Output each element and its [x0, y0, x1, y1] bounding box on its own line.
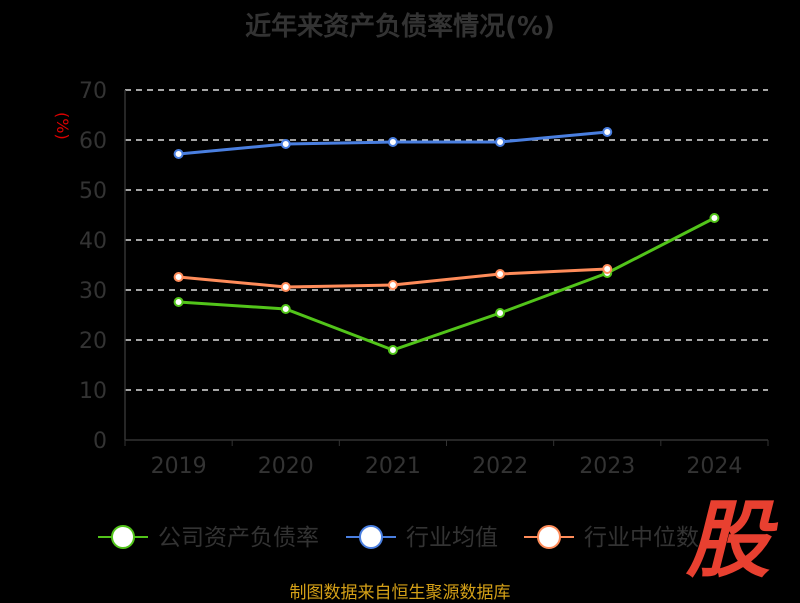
logo-watermark: 股 — [686, 491, 771, 589]
data-point — [602, 264, 613, 274]
y-tick-label: 30 — [79, 279, 107, 304]
chart-title: 近年来资产负债率情况(%) — [245, 12, 555, 42]
x-tick-label: 2021 — [365, 454, 421, 479]
data-source-note: 制图数据来自恒生聚源数据库 — [289, 583, 511, 603]
legend-marker — [111, 525, 135, 549]
legend-label: 行业均值 — [406, 525, 498, 551]
x-tick-label: 2024 — [686, 454, 742, 479]
x-tick-label: 2022 — [472, 454, 528, 479]
data-point — [280, 139, 291, 149]
y-tick-label: 50 — [79, 179, 107, 204]
legend-label: 行业中位数 — [584, 525, 699, 551]
legend-marker — [537, 525, 561, 549]
data-point — [387, 345, 398, 355]
data-point — [387, 137, 398, 147]
series-line — [178, 216, 716, 352]
y-tick-label: 70 — [79, 79, 107, 104]
data-point — [495, 137, 506, 147]
data-point — [495, 308, 506, 318]
y-tick-label: 10 — [79, 379, 107, 404]
y-tick-label: 40 — [79, 229, 107, 254]
legend-label: 公司资产负债率 — [158, 525, 319, 551]
y-tick-label: 20 — [79, 329, 107, 354]
data-point — [280, 304, 291, 314]
x-tick-label: 2023 — [579, 454, 635, 479]
legend-marker — [359, 525, 383, 549]
data-point — [173, 297, 184, 307]
data-point — [709, 213, 720, 223]
data-point — [280, 282, 291, 292]
data-point — [173, 272, 184, 282]
y-tick-label: 0 — [93, 429, 107, 454]
data-point — [602, 127, 613, 137]
y-tick-label: 60 — [79, 129, 107, 154]
x-tick-label: 2020 — [258, 454, 314, 479]
x-tick-label: 2019 — [151, 454, 207, 479]
data-point — [495, 269, 506, 279]
data-point — [387, 280, 398, 290]
data-point — [173, 149, 184, 159]
